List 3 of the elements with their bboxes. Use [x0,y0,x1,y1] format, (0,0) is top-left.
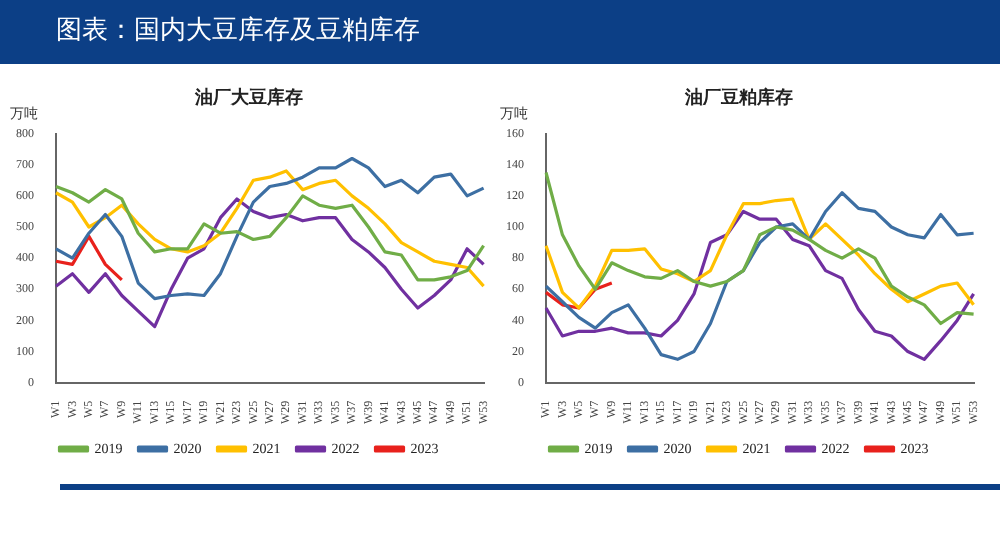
text: 图表：国内大豆库存及豆粕库存 [0,0,1000,64]
chart-title: 油厂大豆库存 [193,87,303,110]
chart-title: 油厂豆粕库存 [683,87,793,110]
